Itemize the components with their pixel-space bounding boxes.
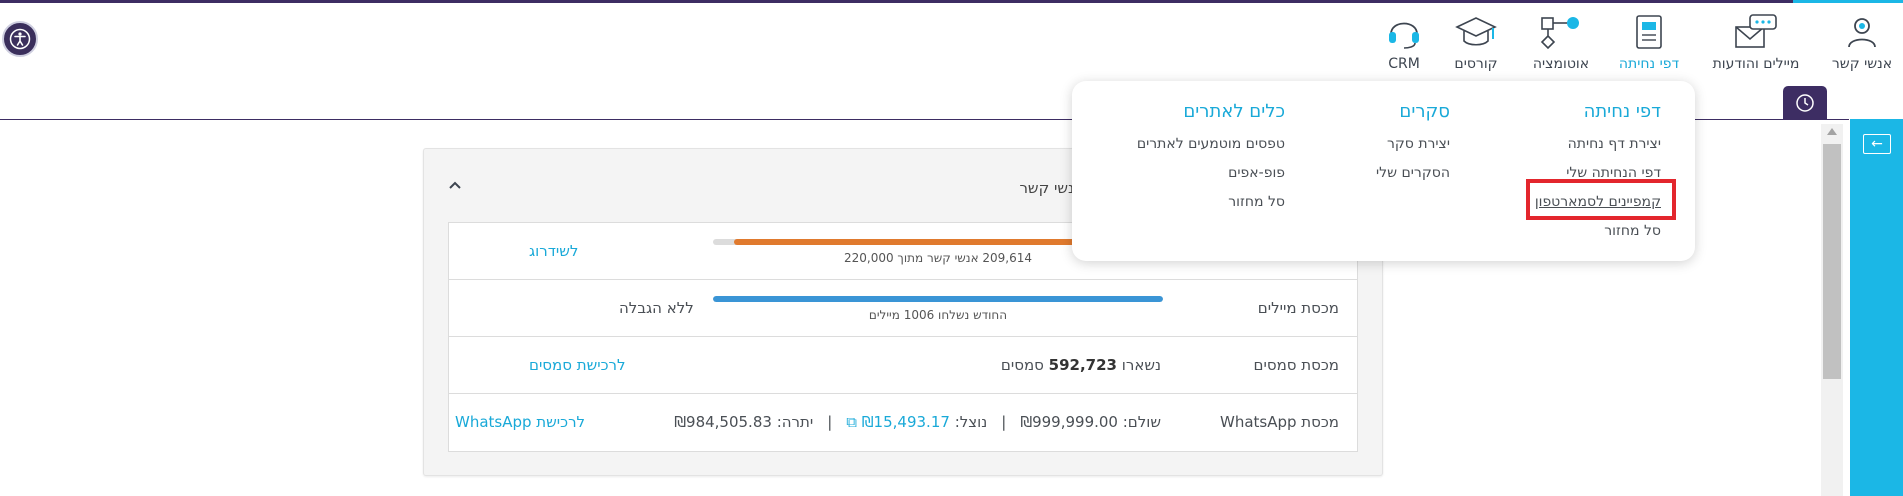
whatsapp-used-value[interactable]: ₪15,493.17 [861,413,950,431]
menu-item-embedded-forms[interactable]: טפסים מוטמעים לאתרים [1136,136,1285,152]
whatsapp-balance-value: יתרה: ₪984,505.83 [674,413,814,431]
sms-suffix: סמסים [1000,356,1044,374]
menu-item-my-surveys[interactable]: הסקרים שלי [1376,165,1450,181]
header-divider [0,119,1849,120]
card-title: אנשי קשר [1019,179,1084,197]
highlight-box [1526,179,1676,220]
upgrade-link[interactable]: לשידרוג [529,242,579,260]
menu-column-site-tools: כלים לאתרים טפסים מוטמעים לאתרים פופ-אפי… [1137,101,1285,217]
unlimited-label: ללא הגבלה [619,299,694,317]
top-border [0,0,1903,3]
whatsapp-used-label: נוצל: [954,413,988,431]
nav-automation-label: אוטומציה [1532,56,1590,72]
table-row: מכסת מיילים החודש נשלחו 1006 מיילים ללא … [449,280,1357,337]
contacts-bar-caption: 209,614 אנשי קשר מתוך 220,000 [843,251,1033,265]
scrollbar-thumb[interactable] [1823,144,1841,379]
buy-sms-link[interactable]: לרכישת סמסים [529,356,626,374]
menu-column-landing-pages: דפי נחיתה יצירת דף נחיתה דפי הנחיתה שלי … [1535,101,1661,246]
whatsapp-balance: שולם: ₪999,999.00 | נוצל: ₪15,493.17 ⧉ | יתר… [674,413,1161,431]
collapse-panel-icon[interactable]: ← [1863,134,1891,154]
table-row: 209,614 אנשי קשר מתוך 220,000 לשידרוג [449,223,1357,280]
nav-emails-label: מיילים והודעות [1712,56,1800,72]
external-link-icon[interactable]: ⧉ [846,413,858,431]
landing-pages-dropdown: דפי נחיתה יצירת דף נחיתה דפי הנחיתה שלי … [1072,81,1695,261]
menu-item-my-landing-pages[interactable]: דפי הנחיתה שלי [1566,165,1661,181]
progress-fill [734,239,1163,245]
nav-landing-pages[interactable]: דפי נחיתה [1614,12,1684,76]
flowchart-icon [1526,12,1596,52]
nav-contacts-label: אנשי קשר [1831,56,1893,72]
sms-remaining: נשארו 592,723 סמסים [1001,356,1161,374]
buy-whatsapp-link[interactable]: לרכישת WhatsApp [455,413,586,431]
quota-table: 209,614 אנשי קשר מתוך 220,000 לשידרוג מכ… [448,222,1358,452]
graduation-cap-icon [1452,12,1500,52]
row-name: מכסת מיילים [1257,299,1339,317]
whatsapp-paid: שולם: ₪999,999.00 [1020,413,1161,431]
separator: | [1001,413,1007,431]
nav-crm[interactable]: CRM [1380,12,1428,76]
nav-emails[interactable]: מיילים והודעות [1706,12,1806,76]
clock-icon[interactable] [1783,86,1827,120]
nav-courses-label: קורסים [1454,56,1498,72]
landing-page-icon [1614,12,1684,52]
nav-crm-label: CRM [1388,56,1420,72]
menu-item-recycle-bin[interactable]: סל מחזור [1228,194,1285,210]
sms-prefix: נשארו [1121,356,1161,374]
emails-bar-caption: החודש נשלחו 1006 מיילים [868,308,1008,322]
menu-heading[interactable]: כלים לאתרים [1183,101,1285,122]
envelope-chat-icon [1706,12,1806,52]
chevron-up-icon[interactable] [448,175,462,194]
person-icon [1826,12,1898,52]
sms-amount: 592,723 [1048,356,1117,374]
contacts-progress-bar [713,239,1163,245]
table-row: מכסת סמסים נשארו 592,723 סמסים לרכישת סמ… [449,337,1357,394]
row-name: מכסת WhatsApp [1219,413,1339,431]
emails-progress-bar [713,296,1163,302]
nav-contacts[interactable]: אנשי קשר [1826,12,1898,76]
accessibility-icon[interactable] [2,21,38,57]
scrollbar[interactable] [1821,124,1843,496]
side-panel: ← [1850,119,1903,496]
nav-automation[interactable]: אוטומציה [1526,12,1596,76]
menu-item-smartphone-campaigns[interactable]: קמפיינים לסמארטפון [1534,194,1661,210]
progress-fill [713,296,1163,302]
top-border-accent [1793,0,1903,3]
nav-landing-pages-label: דפי נחיתה [1618,56,1680,72]
separator: | [827,413,833,431]
headset-icon [1380,12,1428,52]
menu-item-popups[interactable]: פופ-אפים [1228,165,1285,181]
menu-heading[interactable]: סקרים [1399,101,1450,122]
nav-courses[interactable]: קורסים [1452,12,1500,76]
menu-item-create-landing-page[interactable]: יצירת דף נחיתה [1567,136,1661,152]
scroll-up-icon[interactable] [1827,128,1837,135]
menu-item-create-survey[interactable]: יצירת סקר [1386,136,1450,152]
menu-heading[interactable]: דפי נחיתה [1583,101,1661,122]
menu-column-surveys: סקרים יצירת סקר הסקרים שלי [1376,101,1450,188]
table-row: מכסת WhatsApp שולם: ₪999,999.00 | נוצל: ₪1… [449,394,1357,450]
menu-item-recycle-bin[interactable]: סל מחזור [1604,223,1661,239]
row-name: מכסת סמסים [1253,356,1339,374]
